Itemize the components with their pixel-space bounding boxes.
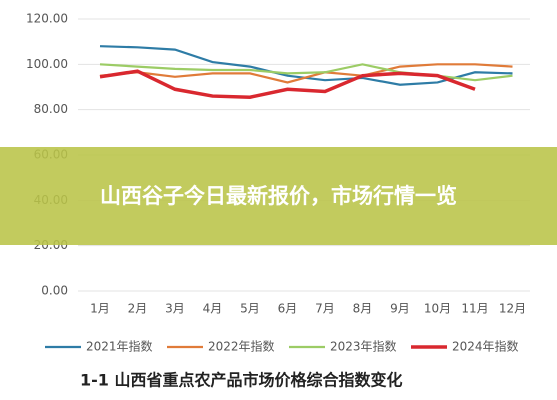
legend-label: 2021年指数 [86,339,153,354]
legend-label: 2022年指数 [208,339,275,354]
x-tick-label: 6月 [278,302,298,316]
y-tick-label: 120.00 [26,12,68,26]
series-line [99,63,513,84]
y-tick-label: 80.00 [34,102,68,116]
series-line [99,69,476,99]
legend-label: 2023年指数 [330,339,397,354]
x-tick-label: 12月 [499,302,526,316]
y-tick-label: 100.00 [26,57,68,71]
banner: 山西谷子今日最新报价，市场行情一览 [0,147,557,245]
x-tick-label: 1月 [90,302,110,316]
legend-label: 2024年指数 [452,339,519,354]
x-tick-label: 8月 [353,302,373,316]
x-tick-label: 4月 [203,302,223,316]
x-tick-label: 7月 [315,302,335,316]
x-tick-label: 5月 [240,302,260,316]
x-tick-label: 9月 [390,302,410,316]
banner-title: 山西谷子今日最新报价，市场行情一览 [100,184,457,208]
x-tick-label: 2月 [128,302,148,316]
x-tick-label: 10月 [424,302,451,316]
y-tick-label: 0.00 [41,284,68,298]
caption: 1-1 山西省重点农产品市场价格综合指数变化 [80,371,402,390]
x-tick-label: 3月 [165,302,185,316]
x-tick-label: 11月 [461,302,488,316]
